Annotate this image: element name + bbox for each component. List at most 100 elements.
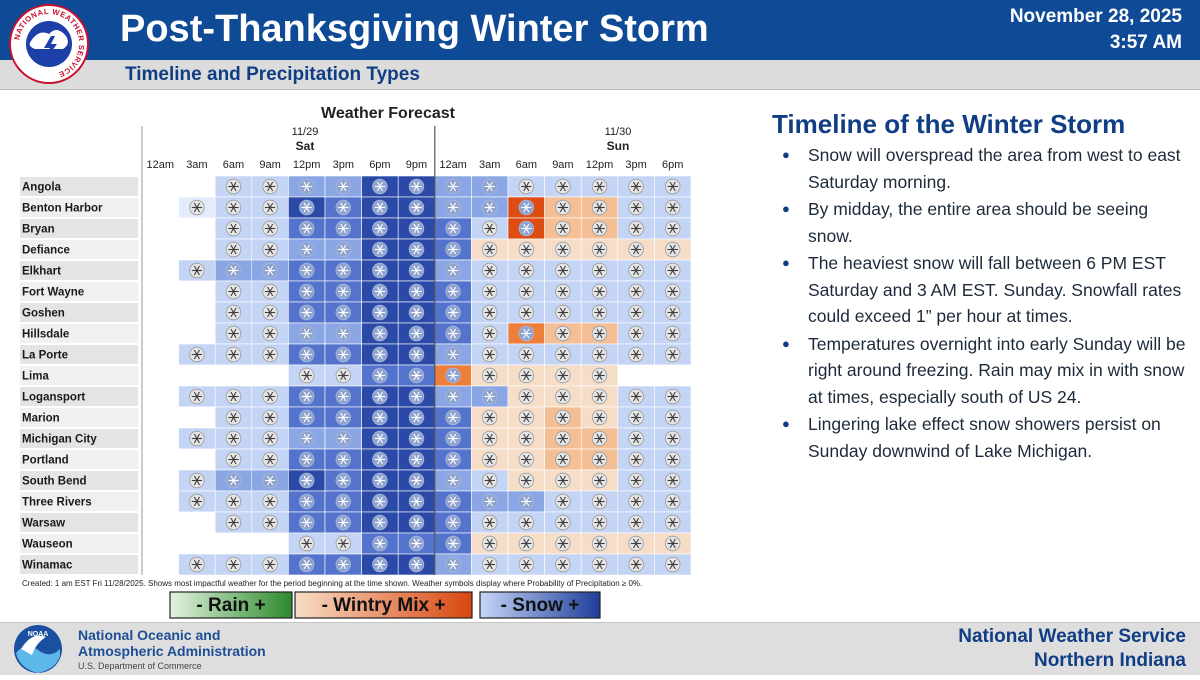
snowflake-icon bbox=[555, 220, 571, 237]
snowflake-icon bbox=[445, 262, 461, 279]
snowflake-icon bbox=[591, 199, 608, 216]
snowflake-icon bbox=[372, 241, 388, 258]
timeline-bullets: Snow will overspread the area from west … bbox=[772, 142, 1192, 464]
snowflake-icon bbox=[518, 241, 535, 258]
snowflake-icon bbox=[628, 388, 644, 405]
snowflake-icon bbox=[189, 388, 205, 405]
snowflake-icon bbox=[225, 178, 242, 195]
svg-text:NOAA: NOAA bbox=[28, 631, 49, 638]
snowflake-icon bbox=[555, 346, 571, 363]
snowflake-icon bbox=[518, 367, 535, 384]
snowflake-icon bbox=[225, 262, 242, 279]
snowflake-icon bbox=[482, 367, 498, 384]
snowflake-icon bbox=[299, 325, 315, 342]
snowflake-icon bbox=[262, 262, 278, 279]
forecast-cell bbox=[141, 511, 179, 534]
snowflake-icon bbox=[445, 451, 461, 468]
forecast-cell bbox=[141, 385, 179, 408]
snowflake-icon bbox=[555, 430, 571, 447]
snowflake-icon bbox=[408, 451, 425, 468]
snowflake-icon bbox=[445, 220, 461, 237]
snowflake-icon bbox=[591, 451, 608, 468]
snowflake-icon bbox=[482, 304, 498, 321]
snowflake-icon bbox=[665, 430, 681, 447]
snowflake-icon bbox=[299, 283, 315, 300]
snowflake-icon bbox=[408, 556, 425, 573]
snowflake-icon bbox=[335, 367, 352, 384]
snowflake-icon bbox=[628, 283, 644, 300]
snowflake-icon bbox=[189, 556, 205, 573]
nws-office-line1: National Weather Service bbox=[958, 626, 1186, 647]
snowflake-icon bbox=[445, 493, 461, 510]
location-label: Logansport bbox=[22, 392, 85, 404]
location-row-bg bbox=[20, 219, 138, 238]
forecast-cell bbox=[141, 196, 179, 219]
snowflake-icon bbox=[555, 178, 571, 195]
snowflake-icon bbox=[408, 493, 425, 510]
snowflake-icon bbox=[591, 430, 608, 447]
timeline-bullet: Lingering lake effect snow showers persi… bbox=[772, 411, 1192, 464]
snowflake-icon bbox=[591, 367, 608, 384]
forecast-cell bbox=[141, 217, 179, 240]
snowflake-icon bbox=[189, 262, 205, 279]
day-date-sun: 11/30 bbox=[605, 126, 632, 138]
snowflake-icon bbox=[262, 556, 278, 573]
location-label: Bryan bbox=[22, 224, 55, 236]
forecast-cell bbox=[141, 280, 179, 303]
snowflake-icon bbox=[372, 346, 388, 363]
snowflake-icon bbox=[445, 325, 461, 342]
location-label: Hillsdale bbox=[22, 329, 69, 341]
hour-label: 9am bbox=[259, 159, 280, 171]
location-label: La Porte bbox=[22, 350, 68, 362]
snowflake-icon bbox=[262, 199, 278, 216]
nws-logo: NATIONAL WEATHER SERVICE bbox=[9, 4, 89, 84]
snowflake-icon bbox=[372, 514, 388, 531]
snowflake-icon bbox=[445, 199, 461, 216]
snowflake-icon bbox=[482, 220, 498, 237]
timeline-bullet: By midday, the entire area should be see… bbox=[772, 196, 1192, 249]
snowflake-icon bbox=[335, 514, 352, 531]
snowflake-icon bbox=[408, 388, 425, 405]
snowflake-icon bbox=[225, 556, 242, 573]
snowflake-icon bbox=[591, 472, 608, 489]
snowflake-icon bbox=[445, 535, 461, 552]
timeline-bullet: Snow will overspread the area from west … bbox=[772, 142, 1192, 195]
forecast-cell bbox=[141, 532, 179, 555]
snowflake-icon bbox=[408, 535, 425, 552]
hour-label: 12am bbox=[147, 159, 175, 171]
snowflake-icon bbox=[335, 535, 352, 552]
snowflake-icon bbox=[335, 409, 352, 426]
snowflake-icon bbox=[555, 535, 571, 552]
location-row-bg bbox=[20, 450, 138, 469]
snowflake-icon bbox=[555, 556, 571, 573]
snowflake-icon bbox=[445, 304, 461, 321]
hour-label: 3pm bbox=[333, 159, 354, 171]
snowflake-icon bbox=[591, 388, 608, 405]
snowflake-icon bbox=[408, 304, 425, 321]
snowflake-icon bbox=[555, 451, 571, 468]
snowflake-icon bbox=[665, 346, 681, 363]
forecast-cell bbox=[141, 322, 179, 345]
snowflake-icon bbox=[665, 388, 681, 405]
location-label: Angola bbox=[22, 182, 62, 194]
hour-label: 3am bbox=[186, 159, 207, 171]
snowflake-icon bbox=[482, 493, 498, 510]
footer-bar bbox=[0, 622, 1200, 675]
snowflake-icon bbox=[299, 472, 315, 489]
snowflake-icon bbox=[555, 472, 571, 489]
noaa-name: National Oceanic and Atmospheric Adminis… bbox=[78, 627, 266, 659]
forecast-cell bbox=[178, 448, 216, 471]
snowflake-icon bbox=[665, 556, 681, 573]
snowflake-icon bbox=[372, 220, 388, 237]
noaa-logo: NOAA bbox=[12, 623, 64, 675]
snowflake-icon bbox=[372, 556, 388, 573]
snowflake-icon bbox=[335, 346, 352, 363]
snowflake-icon bbox=[628, 325, 644, 342]
snowflake-icon bbox=[665, 493, 681, 510]
snowflake-icon bbox=[555, 241, 571, 258]
forecast-cell bbox=[178, 217, 216, 240]
location-row-bg bbox=[20, 366, 138, 385]
snowflake-icon bbox=[262, 472, 278, 489]
forecast-cell bbox=[178, 175, 216, 198]
page-title: Post-Thanksgiving Winter Storm bbox=[120, 8, 709, 50]
